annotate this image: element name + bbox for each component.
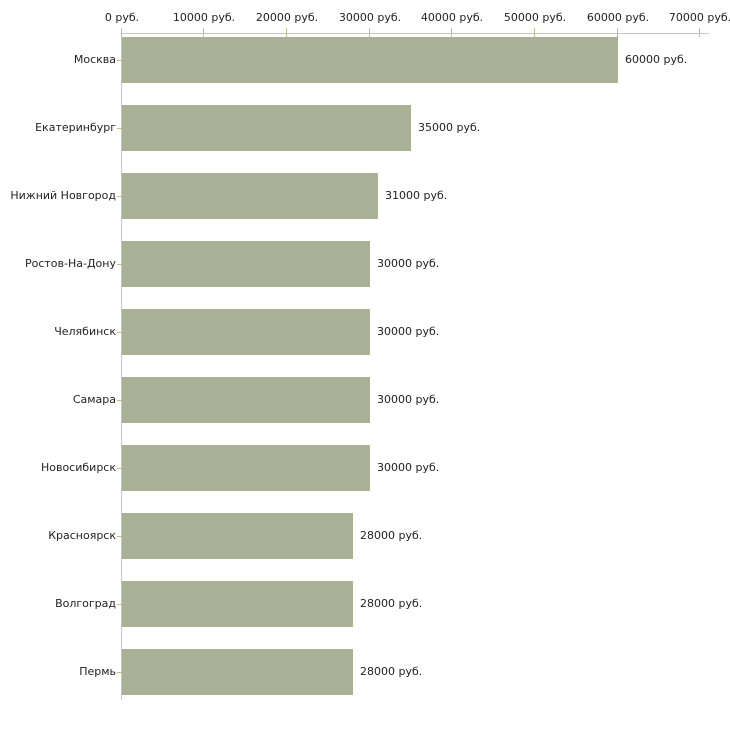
x-tick-mark: [617, 28, 618, 37]
value-label: 35000 руб.: [418, 121, 481, 134]
y-tick-mark: [117, 400, 122, 401]
category-label: Ростов-На-Дону: [24, 257, 116, 270]
value-label: 30000 руб.: [377, 257, 440, 270]
y-tick-mark: [117, 468, 122, 469]
y-tick-mark: [117, 332, 122, 333]
bar: [122, 377, 370, 423]
bar: [122, 581, 353, 627]
y-tick-mark: [117, 536, 122, 537]
category-label: Самара: [72, 393, 116, 406]
y-tick-mark: [117, 60, 122, 61]
bar: [122, 513, 353, 559]
value-label: 30000 руб.: [377, 393, 440, 406]
x-tick-mark: [534, 28, 535, 37]
bar: [122, 649, 353, 695]
bar: [122, 445, 370, 491]
value-label: 28000 руб.: [360, 597, 423, 610]
x-tick-mark: [203, 28, 204, 37]
value-label: 30000 руб.: [377, 325, 440, 338]
category-label: Новосибирск: [40, 461, 116, 474]
x-tick-label: 10000 руб.: [172, 11, 236, 24]
category-label: Нижний Новгород: [10, 189, 116, 202]
bar: [122, 105, 411, 151]
bar: [122, 37, 618, 83]
y-tick-mark: [117, 128, 122, 129]
x-tick-label: 40000 руб.: [420, 11, 484, 24]
bar: [122, 173, 378, 219]
category-label: Пермь: [79, 665, 116, 678]
value-label: 31000 руб.: [385, 189, 448, 202]
y-tick-mark: [117, 264, 122, 265]
x-tick-mark: [369, 28, 370, 37]
x-tick-mark: [286, 28, 287, 37]
x-axis-line: [121, 33, 709, 34]
x-tick-label: 20000 руб.: [255, 11, 319, 24]
y-tick-mark: [117, 672, 122, 673]
category-label: Красноярск: [48, 529, 116, 542]
y-tick-mark: [117, 604, 122, 605]
value-label: 28000 руб.: [360, 529, 423, 542]
value-label: 30000 руб.: [377, 461, 440, 474]
x-tick-mark: [699, 28, 700, 37]
value-label: 28000 руб.: [360, 665, 423, 678]
x-tick-label: 70000 руб.: [668, 11, 730, 24]
value-label: 60000 руб.: [625, 53, 688, 66]
category-label: Москва: [73, 53, 116, 66]
bar: [122, 241, 370, 287]
category-label: Екатеринбург: [35, 121, 116, 134]
y-tick-mark: [117, 196, 122, 197]
bar: [122, 309, 370, 355]
x-tick-label: 50000 руб.: [503, 11, 567, 24]
category-label: Волгоград: [55, 597, 116, 610]
x-tick-mark: [451, 28, 452, 37]
x-tick-mark: [121, 28, 122, 37]
y-axis-line: [121, 33, 122, 700]
category-label: Челябинск: [54, 325, 116, 338]
x-tick-label: 30000 руб.: [338, 11, 402, 24]
x-tick-label: 60000 руб.: [586, 11, 650, 24]
x-tick-label: 0 руб.: [104, 11, 140, 24]
